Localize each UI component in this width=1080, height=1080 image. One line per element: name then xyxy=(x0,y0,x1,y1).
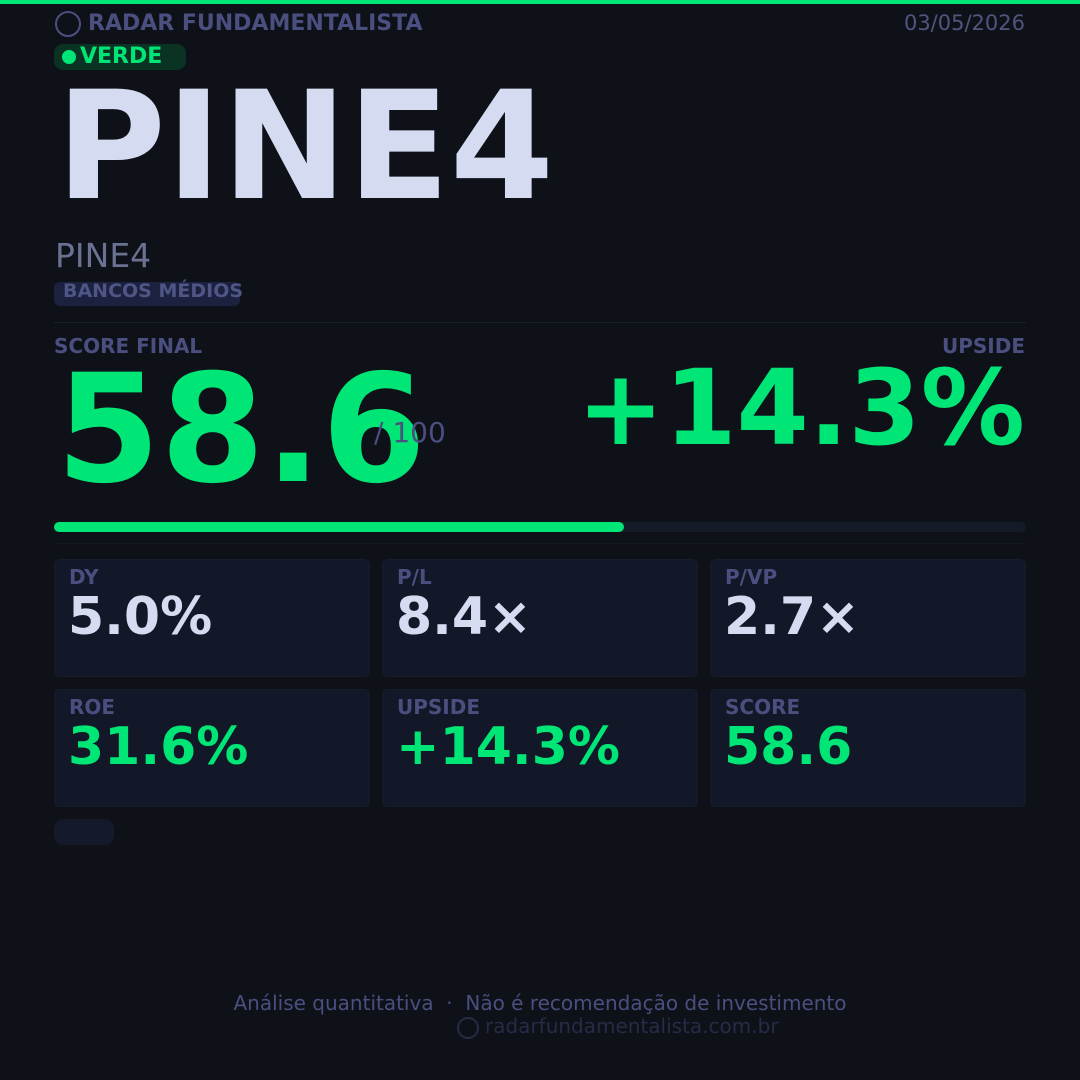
metric-label: UPSIDE xyxy=(397,695,481,719)
metric-value: 2.7× xyxy=(724,587,860,647)
icon-pill xyxy=(54,819,114,845)
metric-label: DY xyxy=(69,565,99,589)
badge-text: VERDE xyxy=(80,44,163,69)
metric-tile xyxy=(382,559,698,677)
disclaimer: Análise quantitativa · Não é recomendaçã… xyxy=(233,991,847,1015)
metric-tile xyxy=(382,689,698,807)
footer-logo xyxy=(457,1017,479,1039)
metric-label: P/VP xyxy=(725,565,778,589)
brand: RADAR FUNDAMENTALISTA xyxy=(88,11,423,36)
metric-label: ROE xyxy=(69,695,116,719)
date: 03/05/2026 xyxy=(903,11,1025,35)
score-value: 58.6 xyxy=(56,343,427,517)
score-label: SCORE FINAL xyxy=(54,334,203,358)
divider xyxy=(54,322,1026,323)
company: PINE4 xyxy=(55,236,152,275)
metric-tile xyxy=(710,559,1026,677)
progress-fill xyxy=(54,522,624,532)
metric-label: SCORE xyxy=(725,695,801,719)
metric-label: P/L xyxy=(397,565,432,589)
metric-tile xyxy=(54,689,370,807)
metric-value: 5.0% xyxy=(68,587,213,647)
upside-value: +14.3% xyxy=(577,347,1025,469)
metric-tile xyxy=(54,559,370,677)
sector-tag xyxy=(54,282,240,306)
badge-dot xyxy=(62,50,76,64)
logo xyxy=(55,11,81,37)
divider xyxy=(54,543,1026,544)
badge xyxy=(54,44,186,70)
metric-value: +14.3% xyxy=(396,717,620,777)
metric-value: 8.4× xyxy=(396,587,532,647)
metric-value: 31.6% xyxy=(68,717,249,777)
metric-tile xyxy=(710,689,1026,807)
ticker: PINE4 xyxy=(56,60,555,234)
top-accent xyxy=(0,0,1080,4)
url: radarfundamentalista.com.br xyxy=(485,1014,779,1038)
sector: BANCOS MÉDIOS xyxy=(63,280,244,302)
metric-value: 58.6 xyxy=(724,717,853,777)
upside-label: UPSIDE xyxy=(941,334,1025,358)
score-max: / 100 xyxy=(374,416,446,449)
